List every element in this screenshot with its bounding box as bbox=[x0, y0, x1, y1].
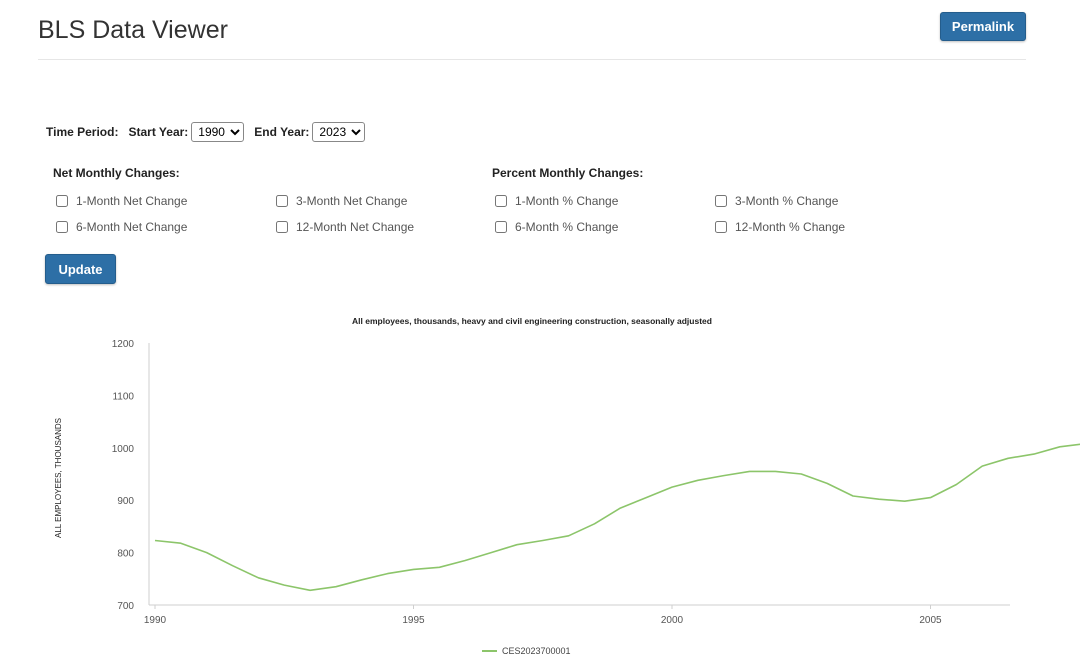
net-3-month-label: 3-Month Net Change bbox=[296, 194, 408, 208]
pct-1-month-option[interactable]: 1-Month % Change bbox=[492, 194, 712, 208]
net-12-month-label: 12-Month Net Change bbox=[296, 220, 415, 234]
chart-ticks: 7008009001000110012001990199520002005201… bbox=[112, 339, 942, 626]
x-tick-label: 2005 bbox=[919, 615, 942, 626]
pct-12-month-option[interactable]: 12-Month % Change bbox=[712, 220, 932, 234]
percent-changes-title: Percent Monthly Changes: bbox=[492, 166, 644, 180]
time-period-row: Time Period: Start Year: 1990 End Year: … bbox=[46, 122, 375, 142]
percent-changes-group: Percent Monthly Changes: 1-Month % Chang… bbox=[492, 166, 932, 240]
net-6-month-checkbox[interactable] bbox=[56, 221, 68, 233]
series-line bbox=[154, 443, 1080, 592]
y-tick-label: 1100 bbox=[112, 391, 134, 402]
header: BLS Data Viewer Permalink bbox=[38, 12, 1026, 60]
line-chart: All employees, thousands, heavy and civi… bbox=[54, 316, 1080, 656]
net-1-month-label: 1-Month Net Change bbox=[76, 194, 188, 208]
y-tick-label: 900 bbox=[117, 496, 134, 507]
start-year-select[interactable]: 1990 bbox=[191, 122, 245, 142]
net-12-month-checkbox[interactable] bbox=[276, 221, 288, 233]
x-tick-label: 1990 bbox=[144, 615, 167, 626]
start-year-label: Start Year: bbox=[128, 125, 189, 139]
net-changes-group: Net Monthly Changes: 1-Month Net Change … bbox=[53, 166, 493, 240]
y-tick-label: 700 bbox=[117, 601, 134, 612]
end-year-label: End Year: bbox=[254, 125, 310, 139]
chart-title: All employees, thousands, heavy and civi… bbox=[352, 316, 712, 326]
net-12-month-option[interactable]: 12-Month Net Change bbox=[273, 220, 493, 234]
y-tick-label: 1200 bbox=[112, 339, 135, 350]
net-6-month-option[interactable]: 6-Month Net Change bbox=[53, 220, 273, 234]
y-tick-label: 1000 bbox=[112, 444, 135, 455]
net-3-month-checkbox[interactable] bbox=[276, 195, 288, 207]
pct-6-month-checkbox[interactable] bbox=[495, 221, 507, 233]
pct-6-month-option[interactable]: 6-Month % Change bbox=[492, 220, 712, 234]
net-1-month-option[interactable]: 1-Month Net Change bbox=[53, 194, 273, 208]
pct-12-month-label: 12-Month % Change bbox=[735, 220, 846, 234]
update-button[interactable]: Update bbox=[45, 254, 116, 284]
x-tick-label: 2000 bbox=[661, 615, 684, 626]
y-axis-label: ALL EMPLOYEES, THOUSANDS bbox=[54, 418, 63, 538]
chart-legend[interactable]: CES2023700001 bbox=[482, 646, 571, 656]
pct-1-month-label: 1-Month % Change bbox=[515, 194, 619, 208]
pct-1-month-checkbox[interactable] bbox=[495, 195, 507, 207]
pct-3-month-option[interactable]: 3-Month % Change bbox=[712, 194, 932, 208]
page-title: BLS Data Viewer bbox=[38, 16, 228, 44]
pct-3-month-checkbox[interactable] bbox=[715, 195, 727, 207]
pct-12-month-checkbox[interactable] bbox=[715, 221, 727, 233]
time-period-label: Time Period: bbox=[46, 125, 119, 139]
permalink-button[interactable]: Permalink bbox=[940, 12, 1026, 41]
pct-3-month-label: 3-Month % Change bbox=[735, 194, 839, 208]
chart-series bbox=[154, 443, 1080, 592]
chart-axes bbox=[148, 343, 1010, 606]
net-1-month-checkbox[interactable] bbox=[56, 195, 68, 207]
x-tick-label: 1995 bbox=[402, 615, 425, 626]
y-tick-label: 800 bbox=[117, 549, 134, 560]
net-6-month-label: 6-Month Net Change bbox=[76, 220, 188, 234]
net-changes-title: Net Monthly Changes: bbox=[53, 166, 180, 180]
legend-label[interactable]: CES2023700001 bbox=[502, 646, 571, 656]
pct-6-month-label: 6-Month % Change bbox=[515, 220, 619, 234]
net-3-month-option[interactable]: 3-Month Net Change bbox=[273, 194, 493, 208]
end-year-select[interactable]: 2023 bbox=[312, 122, 366, 142]
